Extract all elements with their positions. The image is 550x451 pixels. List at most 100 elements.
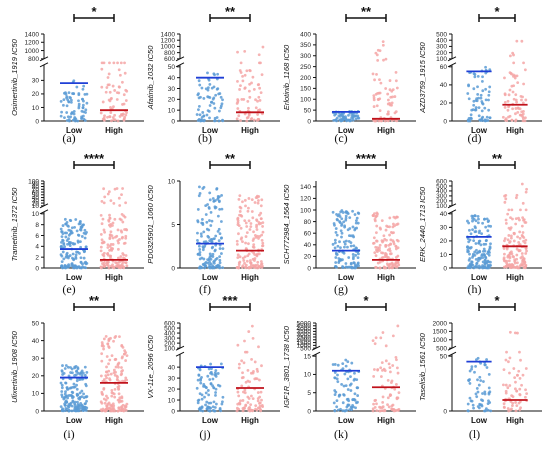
y-tick-label: 0 — [307, 118, 311, 125]
data-point-high — [388, 233, 391, 237]
data-point-high — [392, 222, 395, 226]
data-point-high — [259, 409, 262, 413]
data-point-low — [466, 237, 470, 240]
data-point-high — [251, 216, 255, 220]
data-point-high — [516, 110, 520, 114]
data-point-low — [335, 377, 339, 381]
data-point-low — [357, 264, 360, 268]
data-point-high — [102, 251, 106, 255]
data-point-low — [76, 393, 80, 397]
data-point-low — [63, 217, 67, 221]
data-point-high — [511, 254, 515, 258]
data-point-high — [252, 243, 256, 247]
data-point-high — [375, 104, 379, 108]
data-point-low — [77, 99, 80, 103]
data-point-high — [257, 83, 261, 86]
data-point-high — [381, 395, 385, 399]
data-point-low — [59, 227, 63, 231]
data-point-low — [342, 118, 346, 121]
data-point-low — [353, 213, 357, 216]
data-point-low — [335, 405, 339, 409]
data-point-low — [333, 408, 337, 412]
data-point-high — [237, 261, 241, 265]
data-point-high — [116, 409, 120, 413]
data-point-low — [351, 398, 355, 401]
data-point-high — [517, 401, 521, 405]
y-tick-label: 10 — [32, 105, 40, 112]
data-point-low — [349, 375, 352, 379]
data-point-low — [208, 239, 212, 243]
data-point-high — [102, 187, 106, 191]
data-point-high — [110, 409, 114, 413]
data-point-low — [356, 261, 360, 265]
data-point-low — [466, 402, 470, 406]
y-tick-label: 30 — [32, 356, 40, 363]
data-point-low — [334, 231, 338, 234]
data-point-high — [379, 366, 383, 370]
data-point-high — [242, 390, 245, 394]
data-point-high — [243, 261, 246, 265]
data-point-low — [333, 393, 337, 397]
data-point-low — [84, 266, 87, 270]
data-point-high — [387, 266, 391, 270]
data-point-high — [238, 210, 242, 213]
data-point-low — [333, 371, 337, 374]
data-point-high — [374, 336, 378, 340]
data-point-low — [63, 392, 67, 396]
data-point-low — [338, 215, 342, 218]
y-tick-label: 10 — [32, 203, 40, 210]
y-axis-label: Osimertinib_1919 IC50 — [10, 38, 19, 116]
data-point-high — [122, 266, 126, 270]
y-tick-label: 40 — [32, 338, 40, 345]
data-point-high — [116, 363, 120, 367]
data-point-high — [515, 39, 519, 43]
data-point-high — [103, 114, 106, 118]
data-point-high — [254, 196, 258, 199]
data-point-high — [395, 223, 399, 226]
x-tick-label-low: Low — [471, 273, 488, 282]
data-point-high — [504, 389, 508, 393]
data-point-low — [211, 197, 215, 200]
data-point-high — [394, 71, 398, 74]
data-point-low — [79, 256, 83, 260]
data-point-low — [65, 386, 69, 390]
data-point-high — [396, 215, 399, 219]
data-point-low — [473, 250, 477, 254]
data-point-high — [240, 376, 244, 380]
data-point-high — [246, 369, 250, 372]
data-point-high — [524, 252, 528, 255]
data-point-high — [124, 99, 128, 102]
y-tick-label: 400 — [436, 38, 447, 45]
data-point-high — [120, 230, 124, 234]
data-point-low — [486, 408, 490, 412]
data-point-high — [108, 213, 111, 217]
data-point-high — [521, 216, 525, 220]
data-point-low — [67, 402, 71, 406]
data-point-high — [256, 260, 260, 264]
data-point-low — [84, 395, 88, 399]
data-point-high — [258, 99, 262, 102]
y-tick-label: 20 — [304, 254, 312, 261]
data-point-high — [235, 239, 239, 243]
data-point-low — [208, 82, 212, 86]
data-point-low — [217, 119, 221, 123]
data-point-low — [214, 387, 218, 391]
data-point-high — [124, 88, 128, 92]
data-point-high — [238, 194, 242, 198]
data-point-high — [113, 395, 117, 399]
data-point-high — [503, 200, 507, 204]
data-point-high — [508, 371, 511, 375]
data-point-low — [482, 252, 486, 256]
data-point-low — [482, 247, 486, 251]
data-point-high — [110, 354, 114, 358]
data-point-low — [474, 108, 478, 112]
data-point-low — [344, 262, 348, 265]
data-point-low — [349, 244, 353, 248]
data-point-high — [100, 238, 104, 242]
data-point-high — [512, 53, 515, 57]
data-point-high — [114, 357, 117, 361]
data-point-low — [476, 259, 480, 263]
data-point-low — [351, 112, 355, 116]
